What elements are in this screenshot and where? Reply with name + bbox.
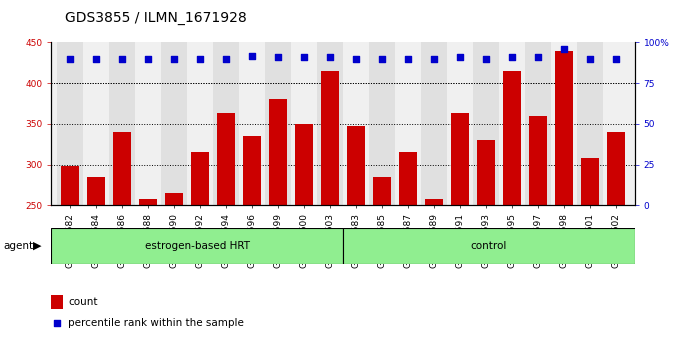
- Text: percentile rank within the sample: percentile rank within the sample: [69, 318, 244, 329]
- Point: [507, 54, 518, 60]
- Bar: [343, 228, 635, 264]
- Point: [64, 56, 75, 62]
- Bar: [291, 42, 317, 205]
- Point: [194, 56, 205, 62]
- Bar: [525, 42, 552, 205]
- Bar: [578, 42, 603, 205]
- Bar: [317, 42, 343, 205]
- Bar: [265, 42, 291, 205]
- Point: [351, 56, 362, 62]
- Point: [116, 56, 127, 62]
- Text: estrogen-based HRT: estrogen-based HRT: [145, 241, 250, 251]
- Bar: [239, 42, 265, 205]
- Point: [611, 56, 622, 62]
- Point: [455, 54, 466, 60]
- Bar: [603, 42, 629, 205]
- Point: [298, 54, 309, 60]
- Bar: [83, 42, 108, 205]
- Text: ▶: ▶: [33, 241, 41, 251]
- Text: agent: agent: [3, 241, 34, 251]
- Bar: [499, 42, 525, 205]
- Bar: [217, 113, 235, 205]
- Bar: [51, 295, 62, 309]
- Bar: [473, 42, 499, 205]
- Point: [584, 56, 595, 62]
- Bar: [552, 42, 578, 205]
- Text: count: count: [69, 297, 98, 307]
- Bar: [395, 42, 421, 205]
- Point: [220, 56, 231, 62]
- Bar: [477, 140, 495, 205]
- Text: control: control: [471, 241, 507, 251]
- Bar: [451, 113, 469, 205]
- Bar: [347, 126, 365, 205]
- Point: [377, 56, 388, 62]
- Point: [286, 224, 297, 229]
- Bar: [373, 177, 391, 205]
- Bar: [399, 152, 417, 205]
- Bar: [60, 166, 79, 205]
- Bar: [321, 71, 339, 205]
- Point: [429, 56, 440, 62]
- Bar: [187, 42, 213, 205]
- Bar: [269, 99, 287, 205]
- Bar: [51, 228, 343, 264]
- Bar: [243, 136, 261, 205]
- Bar: [503, 71, 521, 205]
- Bar: [57, 42, 83, 205]
- Bar: [134, 42, 161, 205]
- Bar: [581, 158, 600, 205]
- Bar: [191, 152, 209, 205]
- Bar: [447, 42, 473, 205]
- Bar: [607, 132, 626, 205]
- Point: [168, 56, 179, 62]
- Bar: [421, 42, 447, 205]
- Point: [246, 53, 257, 58]
- Bar: [165, 193, 183, 205]
- Bar: [295, 124, 313, 205]
- Bar: [369, 42, 395, 205]
- Bar: [213, 42, 239, 205]
- Bar: [139, 199, 157, 205]
- Bar: [113, 132, 131, 205]
- Point: [272, 54, 283, 60]
- Bar: [529, 116, 547, 205]
- Bar: [425, 199, 443, 205]
- Point: [142, 56, 153, 62]
- Bar: [343, 42, 369, 205]
- Point: [403, 56, 414, 62]
- Bar: [86, 177, 105, 205]
- Point: [324, 54, 335, 60]
- Text: GDS3855 / ILMN_1671928: GDS3855 / ILMN_1671928: [65, 11, 247, 25]
- Bar: [555, 51, 573, 205]
- Point: [533, 54, 544, 60]
- Bar: [108, 42, 134, 205]
- Point: [481, 56, 492, 62]
- Point: [91, 56, 102, 62]
- Point: [559, 46, 570, 52]
- Bar: [161, 42, 187, 205]
